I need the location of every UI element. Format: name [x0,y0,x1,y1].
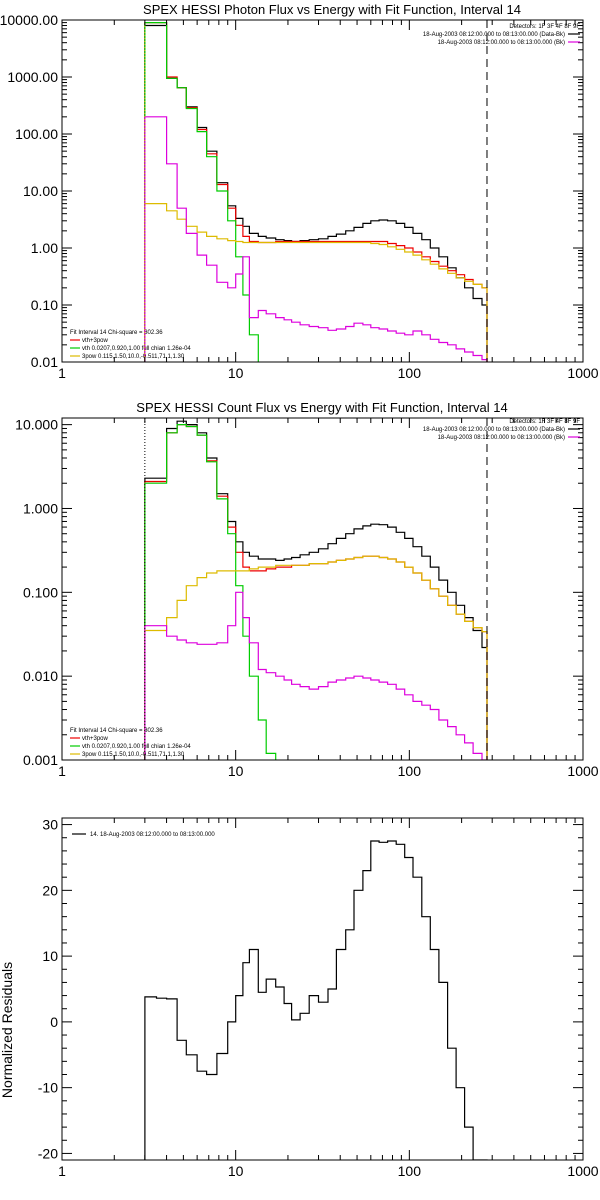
x-tick-label: 1 [58,365,66,381]
x-tick-label: 100 [398,763,422,779]
count-fit-3pow: 3pow 0.115,1.50,10.0,-0.511,71.1,1.30 [82,752,185,758]
y-tick-label: 0 [50,1014,58,1030]
x-tick-label: 1 [58,763,66,779]
y-tick-label: 0.10 [31,297,58,313]
count-flux-title: SPEX HESSI Count Flux vs Energy with Fit… [136,400,507,415]
y-tick-label: -20 [38,1145,58,1161]
photon-flux-title: SPEX HESSI Photon Flux vs Energy with Fi… [143,2,521,17]
series-line-vth-3pow [144,22,488,362]
y-tick-label: -10 [38,1080,58,1096]
photon-fit-vth: vth 0.0207,0.920,1.00 full chian 1.26e-0… [82,346,191,352]
photon-fit-header: Fit Interval 14 Chi-square = 302.36 [70,330,163,336]
plot-frame [61,817,584,1161]
photon-legend-data-bk: 18-Aug-2003 08:12:00.000 to 08:13:00.000… [423,32,565,38]
series-line-vth [144,424,277,760]
x-tick-label: 100 [398,1163,422,1179]
y-tick-label: 0.010 [23,668,58,684]
residuals-panel: Normalized Residuals 14. 18-Aug-2003 08:… [0,817,599,1179]
y-tick-label: 1000.00 [7,69,58,85]
y-tick-label: 1.000 [23,500,58,516]
y-tick-label: 0.001 [23,752,58,768]
y-tick-label: 100.00 [15,126,58,142]
x-tick-label: 1000 [567,763,598,779]
count-fit-vth-3pow: vth+3pow [82,736,109,742]
photon-fit-vth-3pow: vth+3pow [82,338,109,344]
y-tick-label: 0.100 [23,584,58,600]
y-tick-label: 10.00 [23,183,58,199]
series-line-data-bk [144,24,488,362]
series-line-vth [144,22,259,362]
y-tick-label: 1.00 [31,240,58,256]
x-tick-label: 10 [228,763,244,779]
residuals-legend-entry: 14. 18-Aug-2003 08:12:00.000 to 08:13:00… [90,832,215,838]
y-tick-label: 30 [42,817,58,833]
photon-fit-3pow: 3pow 0.115,1.50,10.0,-0.511,71.1,1.30 [82,354,185,360]
y-tick-label: 10 [42,948,58,964]
count-flux-panel: SPEX HESSI Count Flux vs Energy with Fit… [15,400,599,779]
x-tick-label: 1000 [567,365,598,381]
x-tick-label: 10 [228,1163,244,1179]
count-fit-header: Fit Interval 14 Chi-square = 302.36 [70,728,163,734]
count-fit-vth: vth 0.0207,0.920,1.00 full chian 1.26e-0… [82,744,191,750]
count-legend-data-bk: 18-Aug-2003 08:12:00.000 to 08:13:00.000… [423,427,565,433]
series-line-3pow [144,203,488,362]
x-tick-label: 100 [398,365,422,381]
photon-legend-bk: 18-Aug-2003 08:12:00.000 to 08:13:00.000… [438,40,565,46]
y-tick-label: 20 [42,882,58,898]
series-line-14-18-aug-2003-08-12-00-000-to-08-13-00-000 [144,840,488,1160]
x-tick-label: 1000 [567,1163,598,1179]
series-line-data-bk [144,420,488,760]
series-line-3pow [144,555,488,760]
y-tick-label: 0.01 [31,354,58,370]
photon-legend-detectors: Detectors: 1F 3F 4F 8F 9F [509,24,580,30]
photon-flux-panel: SPEX HESSI Photon Flux vs Energy with Fi… [0,2,599,381]
plot-frame [61,417,584,761]
series-line-bk [144,591,488,760]
x-tick-label: 10 [228,365,244,381]
x-tick-label: 1 [58,1163,66,1179]
count-legend-bk: 18-Aug-2003 08:12:00.000 to 08:13:00.000… [438,435,565,441]
y-tick-label: 10000.00 [0,12,58,28]
residuals-ylabel: Normalized Residuals [0,962,15,1098]
y-tick-label: 10.000 [15,417,58,433]
series-line-bk [144,116,488,362]
